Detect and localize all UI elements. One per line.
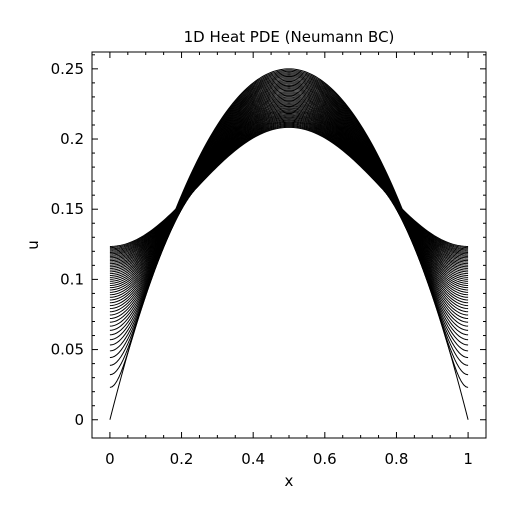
series-line-27 (109, 102, 469, 280)
axis-ticks: 0 0.2 0.4 0.6 0.8 1 0 0.05 0.1 0.15 0.2 0.25 (51, 52, 487, 468)
x-tick-label: 0.4 (241, 450, 265, 468)
series-curves (109, 68, 469, 420)
y-tick-label: 0.15 (51, 200, 84, 218)
y-tick-label: 0.1 (60, 270, 84, 288)
plot-frame (91, 51, 487, 439)
series-line-28 (109, 103, 469, 278)
x-axis-label: x (285, 472, 294, 490)
x-tick-label: 0.8 (385, 450, 409, 468)
x-tick-label: 1 (463, 450, 473, 468)
series-line-26 (109, 101, 469, 282)
x-tick-label: 0 (105, 450, 115, 468)
series-line-30 (109, 105, 469, 275)
y-axis-label: u (24, 240, 42, 250)
chart-title: 1D Heat PDE (Neumann BC) (184, 28, 395, 46)
y-tick-label: 0.05 (51, 341, 84, 359)
x-tick-label: 0.6 (313, 450, 337, 468)
x-tick-label: 0.2 (170, 450, 194, 468)
y-tick-label: 0.2 (60, 130, 84, 148)
series-line-29 (109, 104, 469, 276)
series-line-49 (109, 126, 469, 247)
y-tick-label: 0.25 (51, 60, 84, 78)
y-tick-label: 0 (74, 411, 84, 429)
